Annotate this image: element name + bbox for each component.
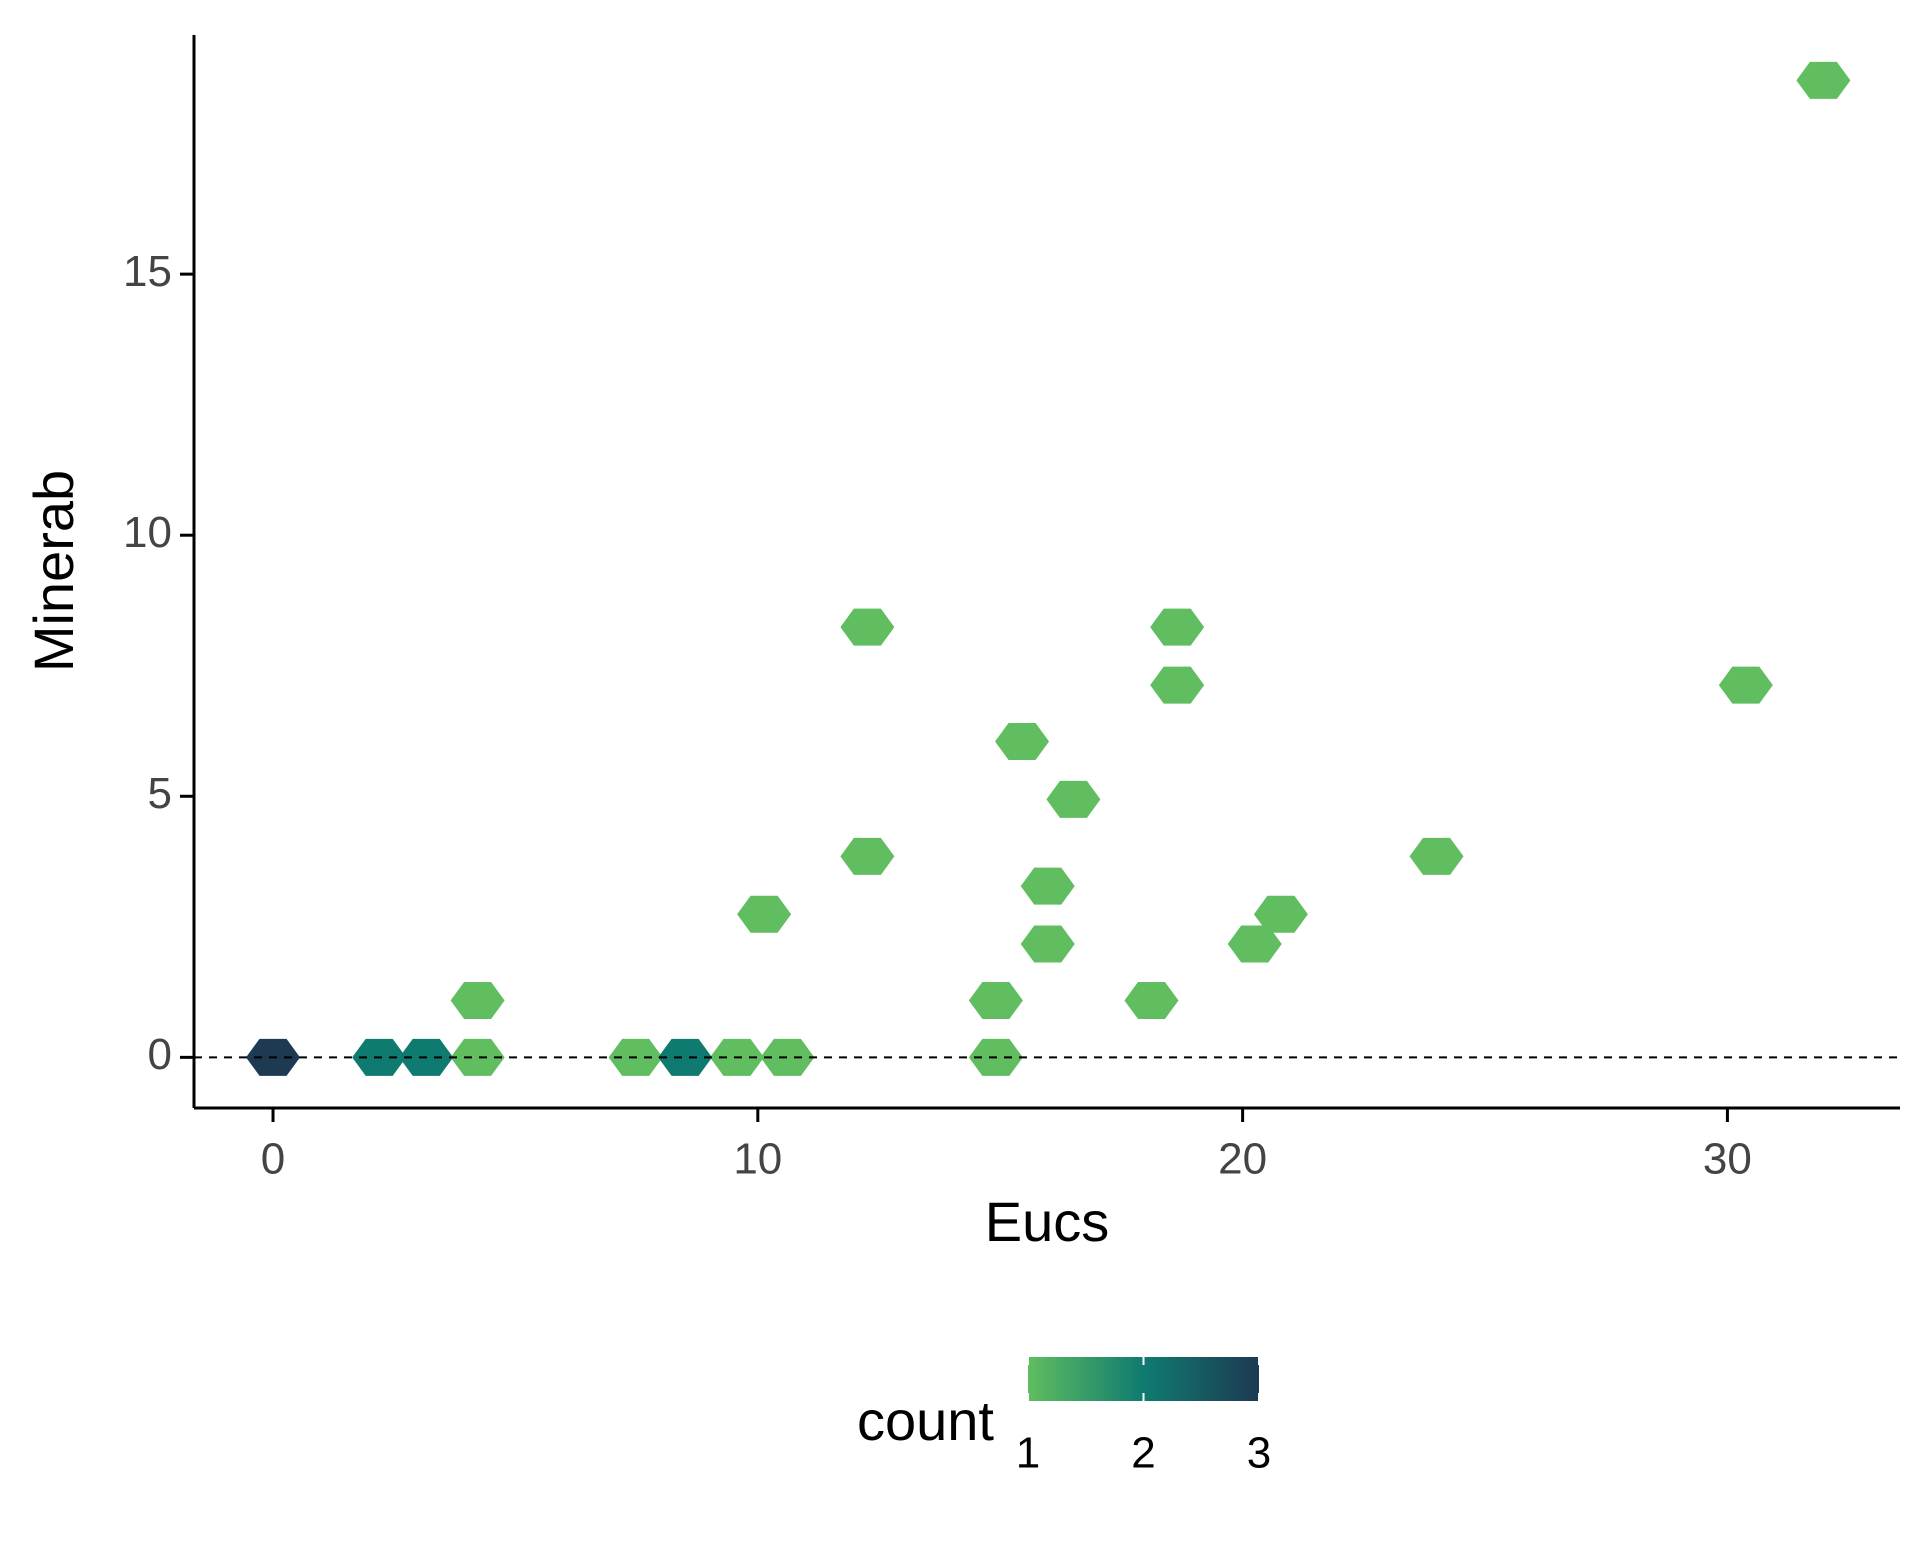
hexbin	[737, 895, 792, 933]
hexbin	[1409, 837, 1464, 875]
y-tick-label: 15	[123, 247, 172, 296]
x-tick-label: 30	[1703, 1135, 1752, 1184]
y-tick-label: 0	[148, 1030, 172, 1079]
legend-tick-label: 1	[1016, 1429, 1040, 1478]
hexbin	[450, 981, 505, 1019]
hexbin	[1124, 981, 1179, 1019]
hexbin	[1796, 61, 1851, 99]
legend-tick-label: 3	[1247, 1429, 1271, 1478]
legend-tick-label: 2	[1131, 1429, 1155, 1478]
hexbin	[1150, 608, 1205, 646]
hexbin	[1718, 666, 1773, 704]
hexbin	[658, 1038, 713, 1076]
hexbin	[1227, 925, 1282, 963]
x-axis-title: Eucs	[985, 1190, 1110, 1253]
y-tick-label: 10	[123, 508, 172, 557]
x-tick-label: 20	[1218, 1135, 1267, 1184]
x-tick-label: 10	[733, 1135, 782, 1184]
hexbin	[450, 1038, 505, 1076]
hexbin	[1020, 867, 1075, 905]
hexbin	[1253, 895, 1308, 933]
hexbin	[1150, 666, 1205, 704]
y-axis-title: Minerab	[22, 470, 85, 672]
hexbin	[1046, 780, 1101, 818]
y-tick-label: 5	[148, 769, 172, 818]
hexbin	[968, 981, 1023, 1019]
legend-title: count	[857, 1389, 994, 1452]
hexbin	[760, 1038, 815, 1076]
hexbin	[1020, 925, 1075, 963]
hexbin	[840, 837, 895, 875]
hexbin	[840, 608, 895, 646]
x-tick-label: 0	[261, 1135, 285, 1184]
hexbin	[995, 722, 1050, 760]
